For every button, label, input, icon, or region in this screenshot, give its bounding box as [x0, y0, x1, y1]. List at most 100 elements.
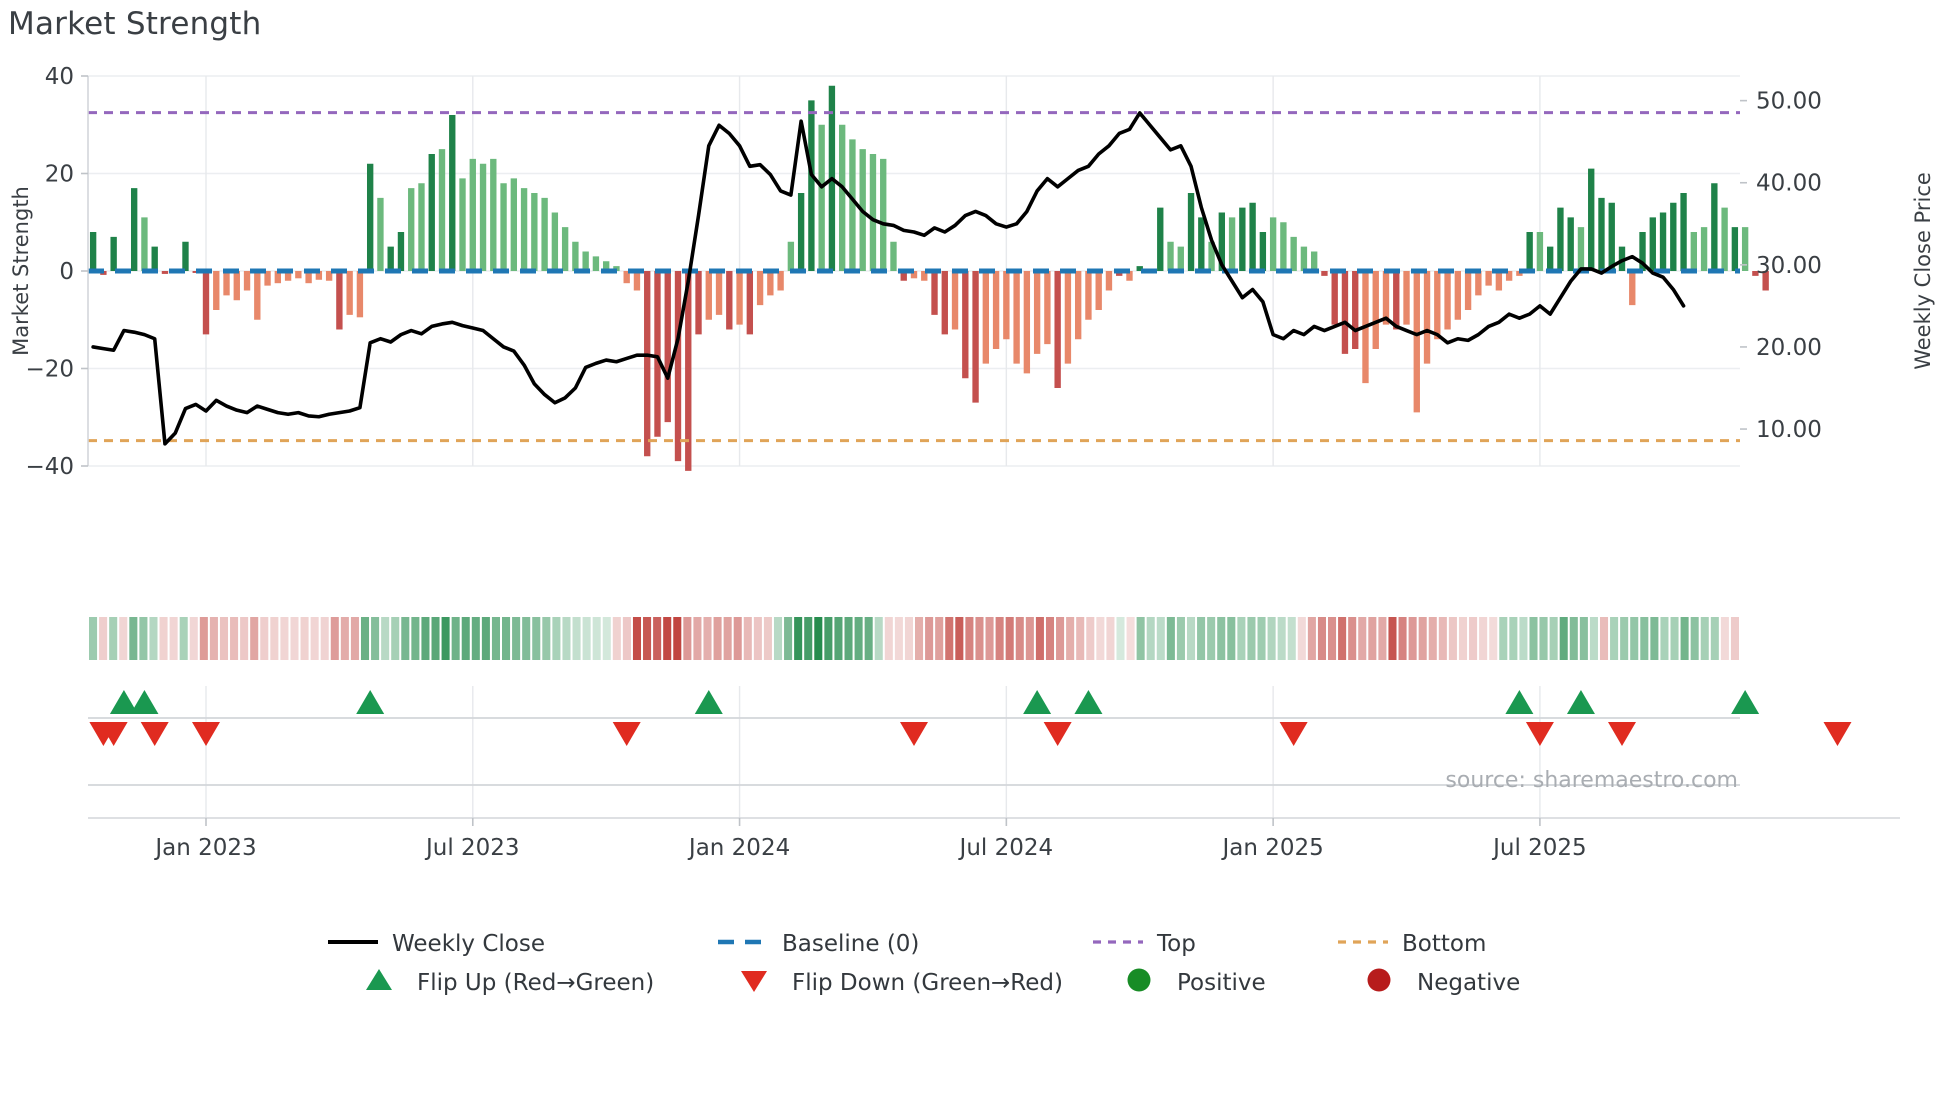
heatmap-cell [441, 617, 450, 660]
strength-bar [295, 271, 302, 279]
flip-down-marker [1823, 722, 1852, 746]
heatmap-cell [250, 617, 259, 660]
heatmap-cell [602, 617, 611, 660]
legend-item-baseline-0[interactable]: Baseline (0) [718, 931, 919, 957]
legend-item-flip-up-red-green[interactable]: Flip Up (Red→Green) [366, 969, 654, 996]
strength-bar [1352, 271, 1359, 349]
heatmap-cell [1328, 617, 1337, 660]
strength-bar [1064, 271, 1072, 364]
strength-bar [1608, 202, 1615, 271]
heatmap-cell [693, 617, 702, 660]
heatmap-cell [1620, 617, 1629, 660]
flip-up-marker [1023, 690, 1052, 714]
heatmap-cell [431, 617, 440, 660]
right-axis-tick-label: 20.00 [1756, 335, 1822, 361]
legend-item-negative[interactable]: Negative [1367, 968, 1521, 997]
strength-bar [931, 271, 938, 315]
strength-bar [551, 212, 559, 271]
strength-bar [1711, 183, 1718, 271]
heatmap-cell [632, 617, 642, 660]
heatmap-cell [794, 617, 803, 660]
heatmap-cell [1640, 617, 1649, 660]
heatmap-cell [1066, 617, 1075, 660]
legend-item-label: Positive [1177, 970, 1266, 996]
strength-bar [1454, 271, 1462, 320]
flip-down-marker [612, 722, 641, 746]
flip-up-marker [1731, 690, 1760, 714]
heatmap-cell [129, 617, 138, 660]
heatmap-cell [360, 617, 370, 660]
strength-bar [767, 271, 774, 296]
flip-down-marker [1279, 722, 1308, 746]
strength-bar [972, 271, 979, 403]
strength-bar [141, 217, 148, 271]
flip-down-marker [1043, 722, 1072, 746]
strength-bar [1382, 271, 1390, 325]
right-axis-tick-label: 10.00 [1756, 417, 1822, 443]
strength-bar [130, 188, 138, 271]
strength-bar [561, 227, 569, 271]
strength-bar [746, 271, 754, 335]
legend-item-bottom[interactable]: Bottom [1338, 931, 1486, 957]
legend-item-weekly-close[interactable]: Weekly Close [328, 931, 545, 957]
heatmap-cell [99, 617, 108, 660]
flip-down-markers [89, 722, 1852, 746]
heatmap-cell [340, 617, 349, 660]
heatmap-cell [1307, 617, 1316, 660]
right-axis: 50.00 40.00 30.00 20.00 10.00 Weekly Close Pr… [1740, 89, 1935, 443]
heatmap-cell [371, 617, 380, 660]
legend-item-top[interactable]: Top [1093, 931, 1196, 957]
heatmap-cell [955, 617, 964, 660]
heatmap-cell [1680, 617, 1689, 660]
legend-item-flip-down-green-red[interactable]: Flip Down (Green→Red) [741, 970, 1063, 996]
right-axis-tick-label: 30.00 [1756, 253, 1822, 279]
right-axis-title: Weekly Close Price [1911, 172, 1935, 370]
heatmap-cell [1045, 617, 1055, 660]
strength-bar [541, 197, 548, 271]
heatmap-cell [562, 617, 571, 660]
heatmap-cell [1287, 617, 1296, 660]
strength-bar [1105, 271, 1113, 291]
heatmap-cell [1469, 617, 1478, 660]
strength-bar [1690, 232, 1698, 271]
strength-bar [726, 271, 733, 330]
legend-item-positive[interactable]: Positive [1127, 968, 1266, 997]
strength-bar [962, 271, 969, 379]
heatmap-cell [743, 617, 752, 660]
flip-up-marker [1074, 690, 1103, 714]
heatmap-cell [784, 617, 793, 660]
heatmap-cell [1368, 617, 1377, 660]
heatmap-cell [451, 617, 460, 660]
strength-bar [644, 271, 651, 457]
heatmap-cell [773, 617, 783, 660]
heatmap-cell [1015, 617, 1024, 660]
heatmap-cell [1509, 617, 1518, 660]
strength-bar [1434, 271, 1441, 340]
strength-bar [1475, 271, 1482, 296]
strength-bar [1639, 232, 1646, 271]
strength-bar [910, 271, 918, 279]
heatmap-cell [310, 617, 319, 660]
flip-up-marker [130, 690, 159, 714]
weekly-close-line [91, 111, 1686, 446]
flip-down-marker [99, 722, 128, 746]
heatmap-cell [1277, 617, 1286, 660]
strength-bar [284, 271, 292, 281]
heatmap-cell [1358, 617, 1367, 660]
strength-bar [736, 271, 743, 325]
heatmap-cell [381, 617, 390, 660]
strength-bar [1485, 271, 1492, 286]
strength-bar [1208, 241, 1215, 271]
strength-bar [202, 271, 210, 335]
strength-bar [1505, 271, 1513, 281]
heatmap-cell [330, 617, 339, 660]
flip-up-markers [109, 690, 1760, 714]
heatmap-cell [1690, 617, 1699, 660]
strength-bar [1259, 232, 1267, 271]
strength-bar [1013, 271, 1020, 364]
strength-bar [1372, 271, 1379, 349]
strength-bar [459, 178, 466, 271]
heatmap-cell [300, 617, 309, 660]
strength-bar [633, 271, 641, 291]
